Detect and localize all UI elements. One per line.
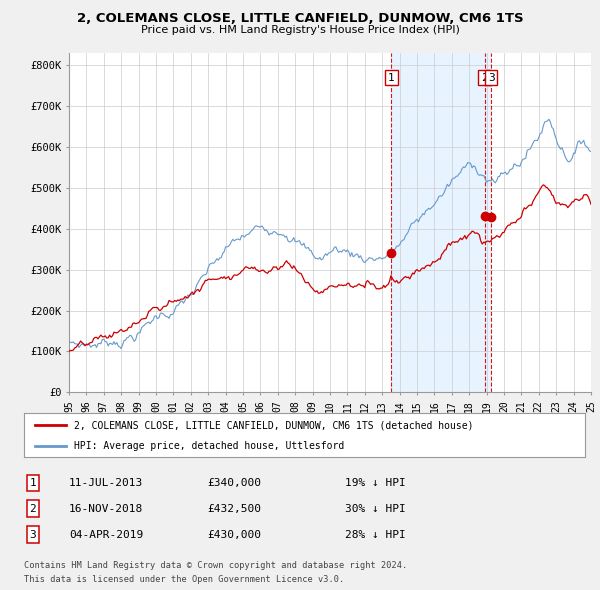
Text: £432,500: £432,500 (207, 504, 261, 513)
Text: 2: 2 (481, 73, 488, 83)
Text: Price paid vs. HM Land Registry's House Price Index (HPI): Price paid vs. HM Land Registry's House … (140, 25, 460, 35)
Text: 2: 2 (29, 504, 37, 513)
Text: 2, COLEMANS CLOSE, LITTLE CANFIELD, DUNMOW, CM6 1TS: 2, COLEMANS CLOSE, LITTLE CANFIELD, DUNM… (77, 12, 523, 25)
Text: £430,000: £430,000 (207, 530, 261, 539)
Text: This data is licensed under the Open Government Licence v3.0.: This data is licensed under the Open Gov… (24, 575, 344, 584)
Bar (391, 53, 491, 392)
Text: 19% ↓ HPI: 19% ↓ HPI (345, 478, 406, 487)
Text: 11-JUL-2013: 11-JUL-2013 (69, 478, 143, 487)
Text: 30% ↓ HPI: 30% ↓ HPI (345, 504, 406, 513)
Text: 3: 3 (488, 73, 494, 83)
Text: 16-NOV-2018: 16-NOV-2018 (69, 504, 143, 513)
Text: Contains HM Land Registry data © Crown copyright and database right 2024.: Contains HM Land Registry data © Crown c… (24, 561, 407, 570)
Text: 28% ↓ HPI: 28% ↓ HPI (345, 530, 406, 539)
Text: 1: 1 (388, 73, 395, 83)
Text: 1: 1 (29, 478, 37, 487)
Text: 04-APR-2019: 04-APR-2019 (69, 530, 143, 539)
Text: £340,000: £340,000 (207, 478, 261, 487)
Text: 3: 3 (29, 530, 37, 539)
Text: HPI: Average price, detached house, Uttlesford: HPI: Average price, detached house, Uttl… (74, 441, 345, 451)
Text: 2, COLEMANS CLOSE, LITTLE CANFIELD, DUNMOW, CM6 1TS (detached house): 2, COLEMANS CLOSE, LITTLE CANFIELD, DUNM… (74, 421, 474, 430)
